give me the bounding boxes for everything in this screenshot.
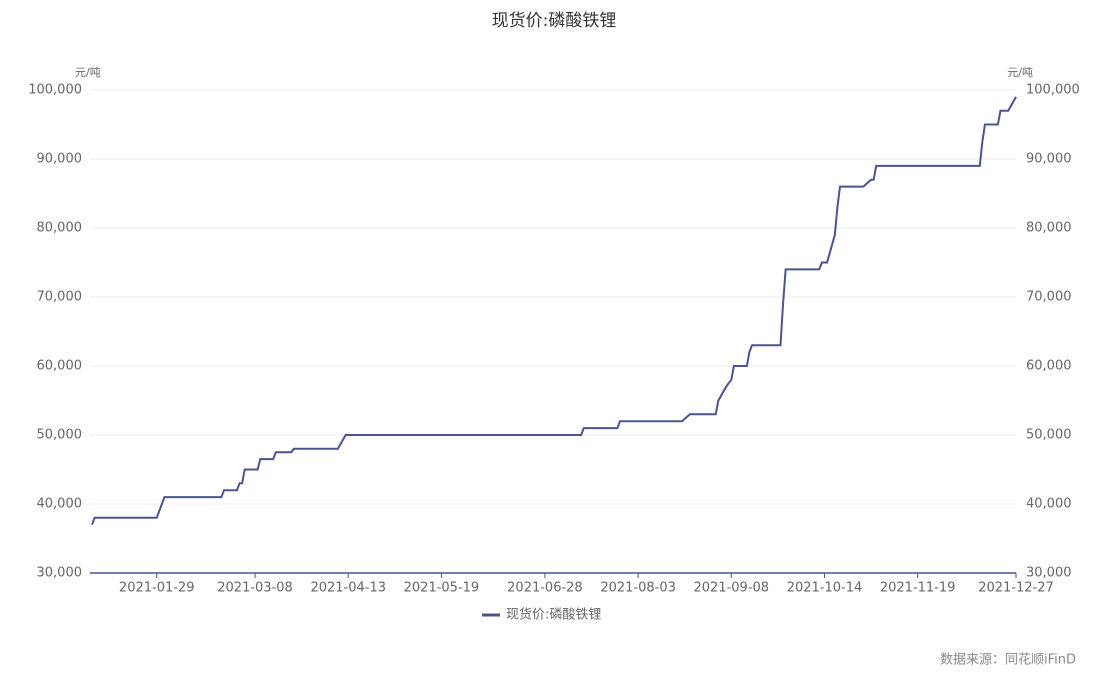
x-tick-label: 2021-10-14 [787,581,863,596]
x-tick-label: 2021-12-27 [978,581,1054,596]
x-tick-label: 2021-01-29 [119,581,195,596]
y2-tick-label: 40,000 [1026,497,1072,512]
x-tick-label: 2021-04-13 [310,581,386,596]
x-tick-label: 2021-11-19 [880,581,956,596]
y2-unit: 元/吨 [1007,66,1033,79]
y2-tick-label: 90,000 [1026,152,1072,167]
y2-tick-label: 70,000 [1026,290,1072,305]
y-unit: 元/吨 [75,66,101,79]
chart-title: 现货价:磷酸铁锂 [492,11,617,31]
y-tick-label: 80,000 [37,221,83,236]
source: 数据来源：同花顺iFinD [940,652,1076,668]
y-tick-label: 70,000 [37,290,83,305]
y-tick-label: 100,000 [28,83,82,98]
y2-tick-label: 80,000 [1026,221,1072,236]
y2-tick-label: 30,000 [1026,566,1072,581]
y-tick-label: 60,000 [37,359,83,374]
x-tick-label: 2021-09-08 [694,581,770,596]
y2-tick-label: 60,000 [1026,359,1072,374]
data-line [91,96,1017,526]
y-tick-label: 50,000 [37,428,83,443]
x-tick-label: 2021-03-08 [217,581,293,596]
y-tick-label: 90,000 [37,152,83,167]
x-tick-label: 2021-06-28 [507,581,583,596]
x-tick-label: 2021-08-03 [600,581,676,596]
x-tick-label: 2021-05-19 [404,581,480,596]
y2-tick-label: 50,000 [1026,428,1072,443]
legend-label: 现货价:磷酸铁锂 [506,607,601,623]
y-tick-label: 40,000 [37,497,83,512]
y-tick-label: 30,000 [37,566,83,581]
y2-tick-label: 100,000 [1026,83,1080,98]
